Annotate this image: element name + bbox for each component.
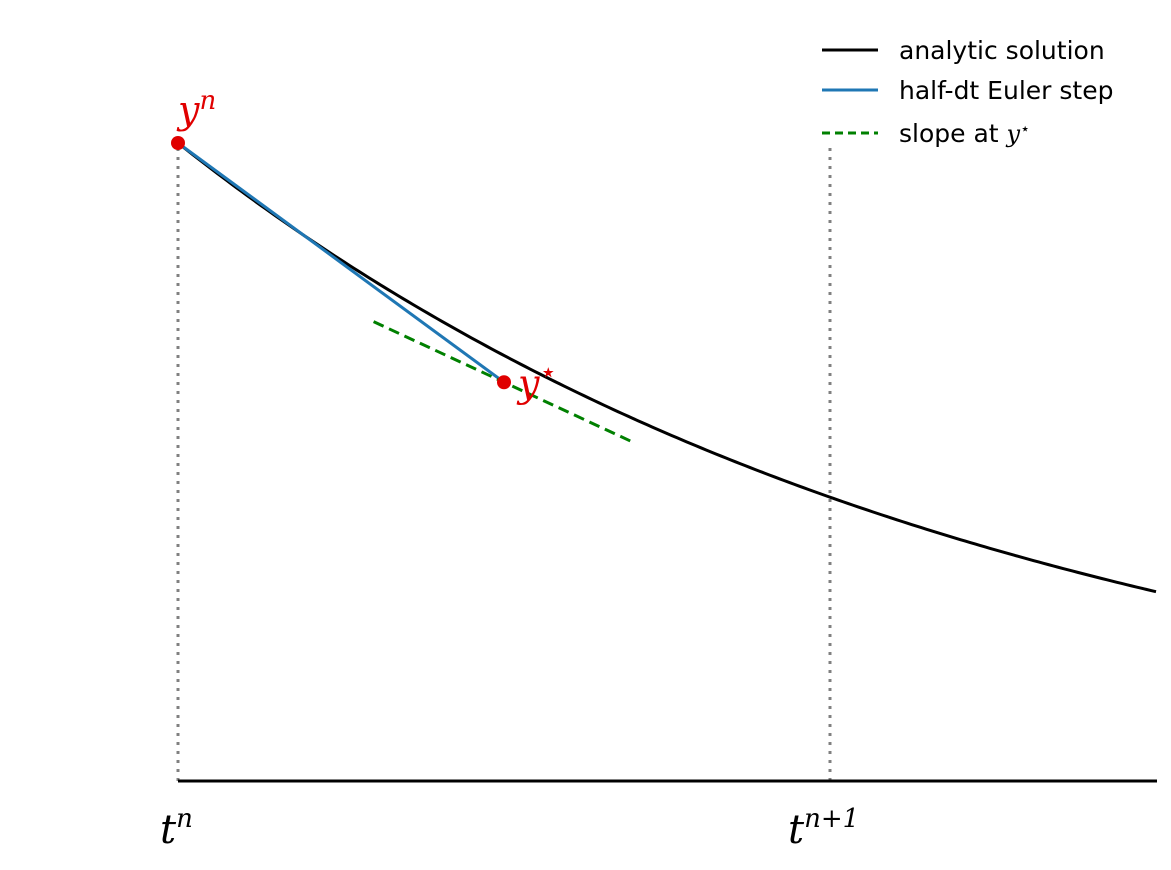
legend: analytic solution half-dt Euler step slope… xyxy=(822,36,1113,148)
x-tick-labels: tn tn+1 xyxy=(160,804,859,853)
point-label-1: y⋆ xyxy=(516,355,557,405)
series-layer xyxy=(177,141,1157,594)
x-tick-label-0: tn xyxy=(160,804,193,853)
legend-label-2: slope at y⋆ xyxy=(899,119,1030,148)
series-line-1 xyxy=(177,141,505,384)
point-marker-0 xyxy=(171,136,185,150)
series-line-0 xyxy=(177,141,1157,594)
legend-label-1: half-dt Euler step xyxy=(899,76,1113,105)
x-tick-label-1: tn+1 xyxy=(788,804,859,853)
points-layer: yn y⋆ xyxy=(171,86,557,405)
legend-label-0: analytic solution xyxy=(899,36,1105,65)
point-marker-1 xyxy=(497,375,511,390)
reference-lines xyxy=(176,143,832,781)
point-label-0: yn xyxy=(176,86,216,132)
